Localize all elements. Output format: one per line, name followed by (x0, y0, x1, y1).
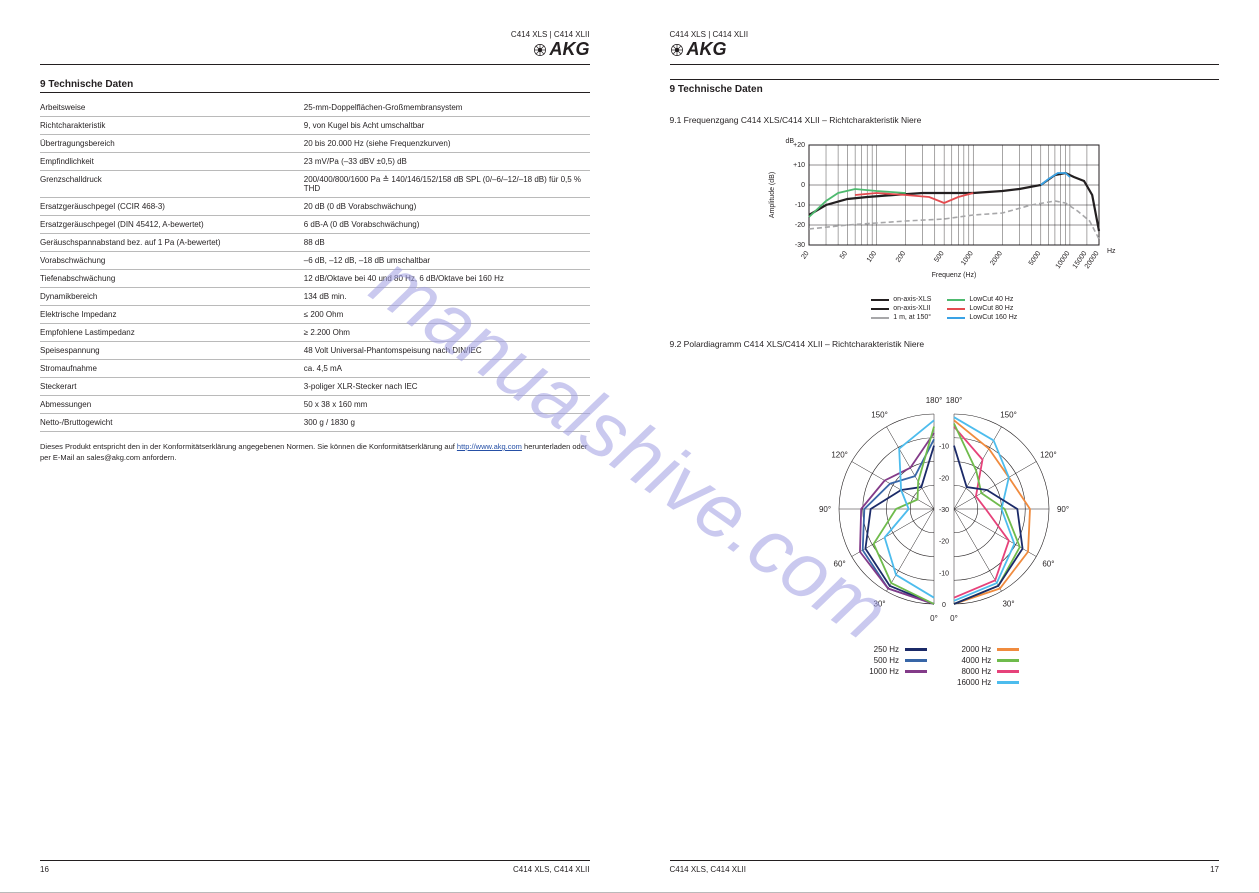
polar-legend: 250 Hz 500 Hz 1000 Hz 2000 Hz 4000 Hz 8000 H… (670, 645, 1220, 687)
svg-text:0: 0 (942, 602, 946, 609)
svg-text:30°: 30° (1003, 599, 1015, 608)
polar-legend-item: 500 Hz (874, 656, 927, 665)
freq-subtitle: 9.1 Frequenzgang C414 XLS/C414 XLII – Ri… (670, 115, 1220, 125)
svg-text:5000: 5000 (1028, 250, 1043, 267)
compliance-note: Dieses Produkt entspricht den in der Kon… (40, 442, 590, 463)
svg-text:-30: -30 (939, 507, 949, 514)
legend-lc160: LowCut 160 Hz (969, 314, 1017, 321)
svg-text:100: 100 (866, 250, 878, 264)
svg-text:90°: 90° (819, 505, 831, 514)
svg-text:Frequenz (Hz): Frequenz (Hz) (932, 272, 977, 279)
spec-row: Übertragungsbereich20 bis 20.000 Hz (sie… (40, 135, 590, 153)
svg-text:10000: 10000 (1055, 250, 1072, 270)
svg-text:+10: +10 (793, 162, 805, 169)
spec-row: Ersatzgeräuschpegel (CCIR 468-3)20 dB (0… (40, 198, 590, 216)
page-num-right: 17 (1210, 865, 1219, 874)
spec-table: Arbeitsweise25-mm-Doppelflächen-Großmemb… (40, 99, 590, 432)
svg-text:dB: dB (786, 138, 795, 145)
svg-text:150°: 150° (871, 411, 888, 420)
doc-name-left: C414 XLS | C414 XLII (40, 30, 590, 39)
svg-text:-20: -20 (795, 222, 805, 229)
footer-doc-left: C414 XLS, C414 XLII (513, 865, 590, 874)
section-title-right: 9 Technische Daten (670, 79, 1220, 97)
svg-text:1000: 1000 (960, 250, 975, 267)
svg-text:30°: 30° (874, 599, 886, 608)
section-title-left: 9 Technische Daten (40, 79, 590, 93)
polar-legend-item: 4000 Hz (961, 656, 1019, 665)
spec-row: Geräuschspannabstand bez. auf 1 Pa (A-be… (40, 234, 590, 252)
svg-text:-10: -10 (795, 202, 805, 209)
svg-text:2000: 2000 (990, 250, 1005, 267)
legend-offaxis: 1 m, at 150° (893, 314, 931, 321)
svg-text:60°: 60° (1043, 560, 1055, 569)
brand-logo-left: AKG (533, 39, 590, 60)
legend-onaxis-xlii: on-axis-XLII (893, 305, 930, 312)
spec-row: Stromaufnahmeca. 4,5 mA (40, 360, 590, 378)
link-akg[interactable]: http://www.akg.com (457, 442, 522, 451)
svg-text:120°: 120° (832, 451, 849, 460)
svg-text:Hz: Hz (1107, 248, 1116, 255)
svg-text:-30: -30 (795, 242, 805, 249)
svg-text:180°: 180° (926, 396, 943, 405)
spec-row: Ersatzgeräuschpegel (DIN 45412, A-bewert… (40, 216, 590, 234)
svg-text:20: 20 (801, 250, 811, 260)
svg-text:0°: 0° (950, 614, 958, 623)
svg-text:500: 500 (934, 250, 946, 264)
svg-text:200: 200 (895, 250, 907, 264)
svg-text:150°: 150° (1000, 411, 1017, 420)
polar-subtitle: 9.2 Polardiagramm C414 XLS/C414 XLII – R… (670, 339, 1220, 349)
svg-text:90°: 90° (1057, 505, 1069, 514)
svg-text:0: 0 (801, 182, 805, 189)
spec-row: Vorabschwächung–6 dB, –12 dB, –18 dB ums… (40, 252, 590, 270)
spec-row: Steckerart3-poliger XLR-Stecker nach IEC (40, 378, 590, 396)
legend-lc40: LowCut 40 Hz (969, 296, 1013, 303)
svg-text:50: 50 (839, 250, 849, 260)
legend-lc80: LowCut 80 Hz (969, 305, 1013, 312)
svg-text:0°: 0° (930, 614, 938, 623)
svg-text:180°: 180° (946, 396, 963, 405)
spec-row: Elektrische Impedanz≤ 200 Ohm (40, 306, 590, 324)
header-right: AKG (670, 39, 1220, 65)
svg-text:+20: +20 (793, 142, 805, 149)
polar-legend-item: 16000 Hz (957, 678, 1019, 687)
spec-row: Grenzschalldruck200/400/800/1600 Pa ≙ 14… (40, 171, 590, 198)
spec-row: Empfohlene Lastimpedanz≥ 2.200 Ohm (40, 324, 590, 342)
brand-logo-right: AKG (670, 39, 727, 60)
polar-legend-item: 2000 Hz (961, 645, 1019, 654)
svg-text:-20: -20 (939, 475, 949, 482)
spec-row: Empfindlichkeit23 mV/Pa (–33 dBV ±0,5) d… (40, 153, 590, 171)
header-left: AKG (40, 39, 590, 65)
footer-doc-right: C414 XLS, C414 XLII (670, 865, 747, 874)
spec-row: Speisespannung48 Volt Universal-Phantoms… (40, 342, 590, 360)
footer-right: C414 XLS, C414 XLII 17 (670, 860, 1220, 874)
spec-row: Richtcharakteristik9, von Kugel bis Acht… (40, 117, 590, 135)
page-left: C414 XLS | C414 XLII AKG 9 Technische Da… (0, 0, 630, 893)
svg-text:120°: 120° (1040, 451, 1057, 460)
freq-legend: on-axis-XLS on-axis-XLII 1 m, at 150° Lo… (670, 296, 1220, 321)
svg-text:Amplitude (dB): Amplitude (dB) (769, 172, 776, 218)
spec-row: Arbeitsweise25-mm-Doppelflächen-Großmemb… (40, 99, 590, 117)
spec-row: Netto-/Bruttogewicht300 g / 1830 g (40, 414, 590, 432)
doc-name-right: C414 XLS | C414 XLII (670, 30, 1220, 39)
legend-onaxis-xls: on-axis-XLS (893, 296, 931, 303)
page-right: C414 XLS | C414 XLII AKG 9 Technische Da… (630, 0, 1259, 893)
spec-row: Dynamikbereich134 dB min. (40, 288, 590, 306)
polar-chart: 0° 0° 30° 30° 60° 60° 90° 90° 120° 120° 150° 150° 18… (794, 359, 1094, 639)
svg-text:-10: -10 (939, 570, 949, 577)
footer-left: 16 C414 XLS, C414 XLII (40, 860, 590, 874)
svg-text:-10: -10 (939, 444, 949, 451)
polar-legend-item: 250 Hz (874, 645, 927, 654)
svg-text:-20: -20 (939, 539, 949, 546)
polar-legend-item: 8000 Hz (961, 667, 1019, 676)
svg-text:60°: 60° (834, 560, 846, 569)
spec-row: Tiefenabschwächung12 dB/Oktave bei 40 un… (40, 270, 590, 288)
polar-legend-item: 1000 Hz (869, 667, 927, 676)
page-num-left: 16 (40, 865, 49, 874)
spec-row: Abmessungen50 x 38 x 160 mm (40, 396, 590, 414)
frequency-response-chart: +20 +10 0 -10 -20 -30 dB 20 50 100 200 500 1000 2000 5… (764, 135, 1124, 290)
